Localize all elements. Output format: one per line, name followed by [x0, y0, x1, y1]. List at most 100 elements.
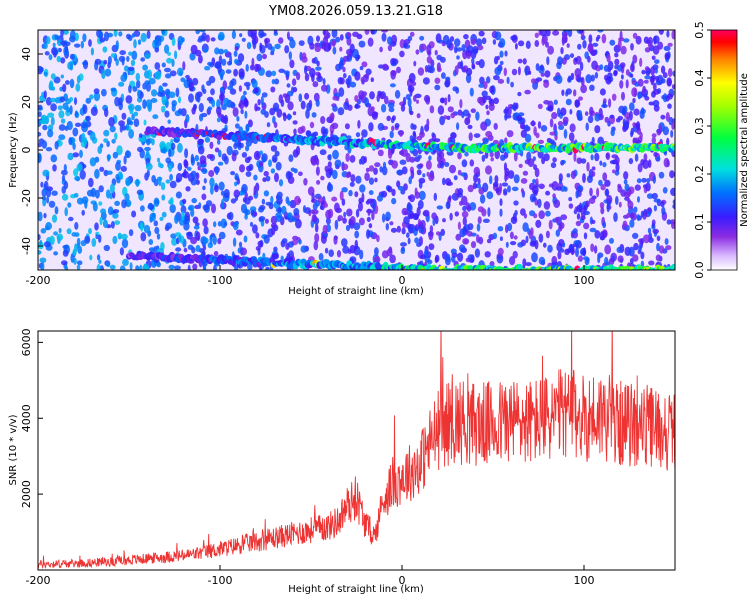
heat-cell: [487, 207, 491, 217]
heat-cell: [142, 99, 147, 109]
heat-cell: [115, 40, 119, 51]
heat-cell: [444, 256, 451, 266]
heat-cell: [464, 239, 468, 245]
heat-cell: [444, 162, 450, 167]
heat-cell: [406, 203, 413, 213]
heat-cell: [655, 75, 660, 83]
heat-cell: [88, 39, 92, 47]
heat-cell: [652, 64, 659, 70]
heat-cell: [547, 244, 553, 253]
heat-cell: [274, 78, 280, 85]
heat-cell: [88, 228, 92, 235]
heat-cell: [360, 77, 364, 83]
heat-cell: [316, 35, 320, 42]
heat-cell: [133, 118, 140, 127]
heat-cell: [410, 123, 415, 130]
heat-cell: [670, 130, 674, 138]
heat-cell: [45, 147, 53, 152]
heat-cell: [216, 117, 221, 123]
heat-cell: [135, 265, 140, 270]
heat-cell: [396, 66, 401, 74]
heat-cell: [58, 124, 66, 131]
heat-cell: [608, 257, 615, 266]
heat-cell: [486, 76, 491, 84]
heat-cell: [255, 64, 262, 72]
heat-cell: [387, 102, 395, 109]
heat-cell: [494, 31, 502, 41]
heat-cell: [553, 199, 561, 208]
heat-cell: [102, 219, 108, 228]
heat-cell: [217, 221, 222, 227]
heat-cell: [367, 37, 374, 47]
heat-cell: [187, 166, 192, 171]
heat-cell: [174, 214, 179, 224]
heat-cell: [651, 133, 657, 138]
x-tick-label: 0: [399, 274, 406, 287]
heat-cell: [235, 229, 243, 236]
heat-cell: [486, 191, 494, 200]
heat-cell: [619, 80, 624, 89]
heat-cell: [359, 249, 364, 260]
heat-cell: [354, 230, 360, 239]
heat-cell: [199, 155, 207, 165]
heat-cell: [119, 50, 126, 56]
heat-cell: [368, 223, 373, 229]
heat-cell: [137, 39, 142, 45]
heat-cell: [230, 198, 237, 204]
heat-cell: [349, 216, 356, 226]
heat-cell: [220, 218, 227, 229]
heat-cell: [238, 103, 242, 108]
heat-cell: [39, 257, 47, 263]
heat-cell: [633, 242, 639, 251]
heat-cell: [246, 84, 250, 91]
heat-cell: [367, 208, 371, 216]
x-tick-label: 100: [574, 274, 595, 287]
heat-cell: [67, 202, 72, 208]
heat-cell: [45, 188, 52, 198]
heat-cell: [79, 170, 86, 180]
heat-cell: [450, 112, 456, 119]
heat-cell: [264, 38, 268, 49]
heat-cell: [539, 64, 544, 71]
heat-cell: [208, 170, 215, 177]
heat-cell: [216, 99, 221, 109]
heat-cell: [98, 259, 102, 264]
heat-cell: [169, 173, 174, 181]
heat-cell: [639, 57, 643, 67]
heat-cell: [252, 224, 258, 234]
heat-cell: [640, 108, 646, 115]
heat-cell: [453, 175, 458, 181]
heat-cell: [74, 232, 80, 238]
heat-cell: [125, 95, 133, 104]
heat-cell: [89, 254, 93, 261]
heat-cell: [234, 264, 239, 270]
heat-cell: [146, 169, 150, 178]
heat-cell: [535, 219, 542, 228]
heat-cell: [52, 42, 56, 48]
heat-cell: [640, 210, 645, 218]
heat-cell: [89, 157, 97, 167]
heat-cell: [60, 118, 66, 124]
heat-cell: [255, 232, 260, 239]
heat-cell: [101, 88, 107, 97]
heat-cell: [110, 53, 116, 58]
heat-cell: [632, 32, 638, 39]
heat-cell: [278, 68, 286, 74]
heat-cell: [606, 194, 613, 205]
heat-cell: [314, 45, 321, 53]
heat-cell: [118, 81, 125, 87]
heat-cell: [552, 193, 556, 199]
heat-cell: [253, 185, 257, 196]
heat-cell: [548, 219, 553, 230]
heat-cell: [467, 231, 473, 237]
heat-cell: [451, 252, 458, 258]
heat-cell: [549, 131, 556, 136]
heat-cell: [98, 30, 103, 39]
heat-cell: [175, 87, 180, 98]
heat-cell: [131, 210, 137, 218]
heat-cell: [248, 163, 254, 171]
heat-cell: [40, 181, 44, 188]
heat-cell: [64, 43, 68, 54]
heat-cell: [197, 138, 204, 146]
heat-cell: [342, 55, 350, 62]
